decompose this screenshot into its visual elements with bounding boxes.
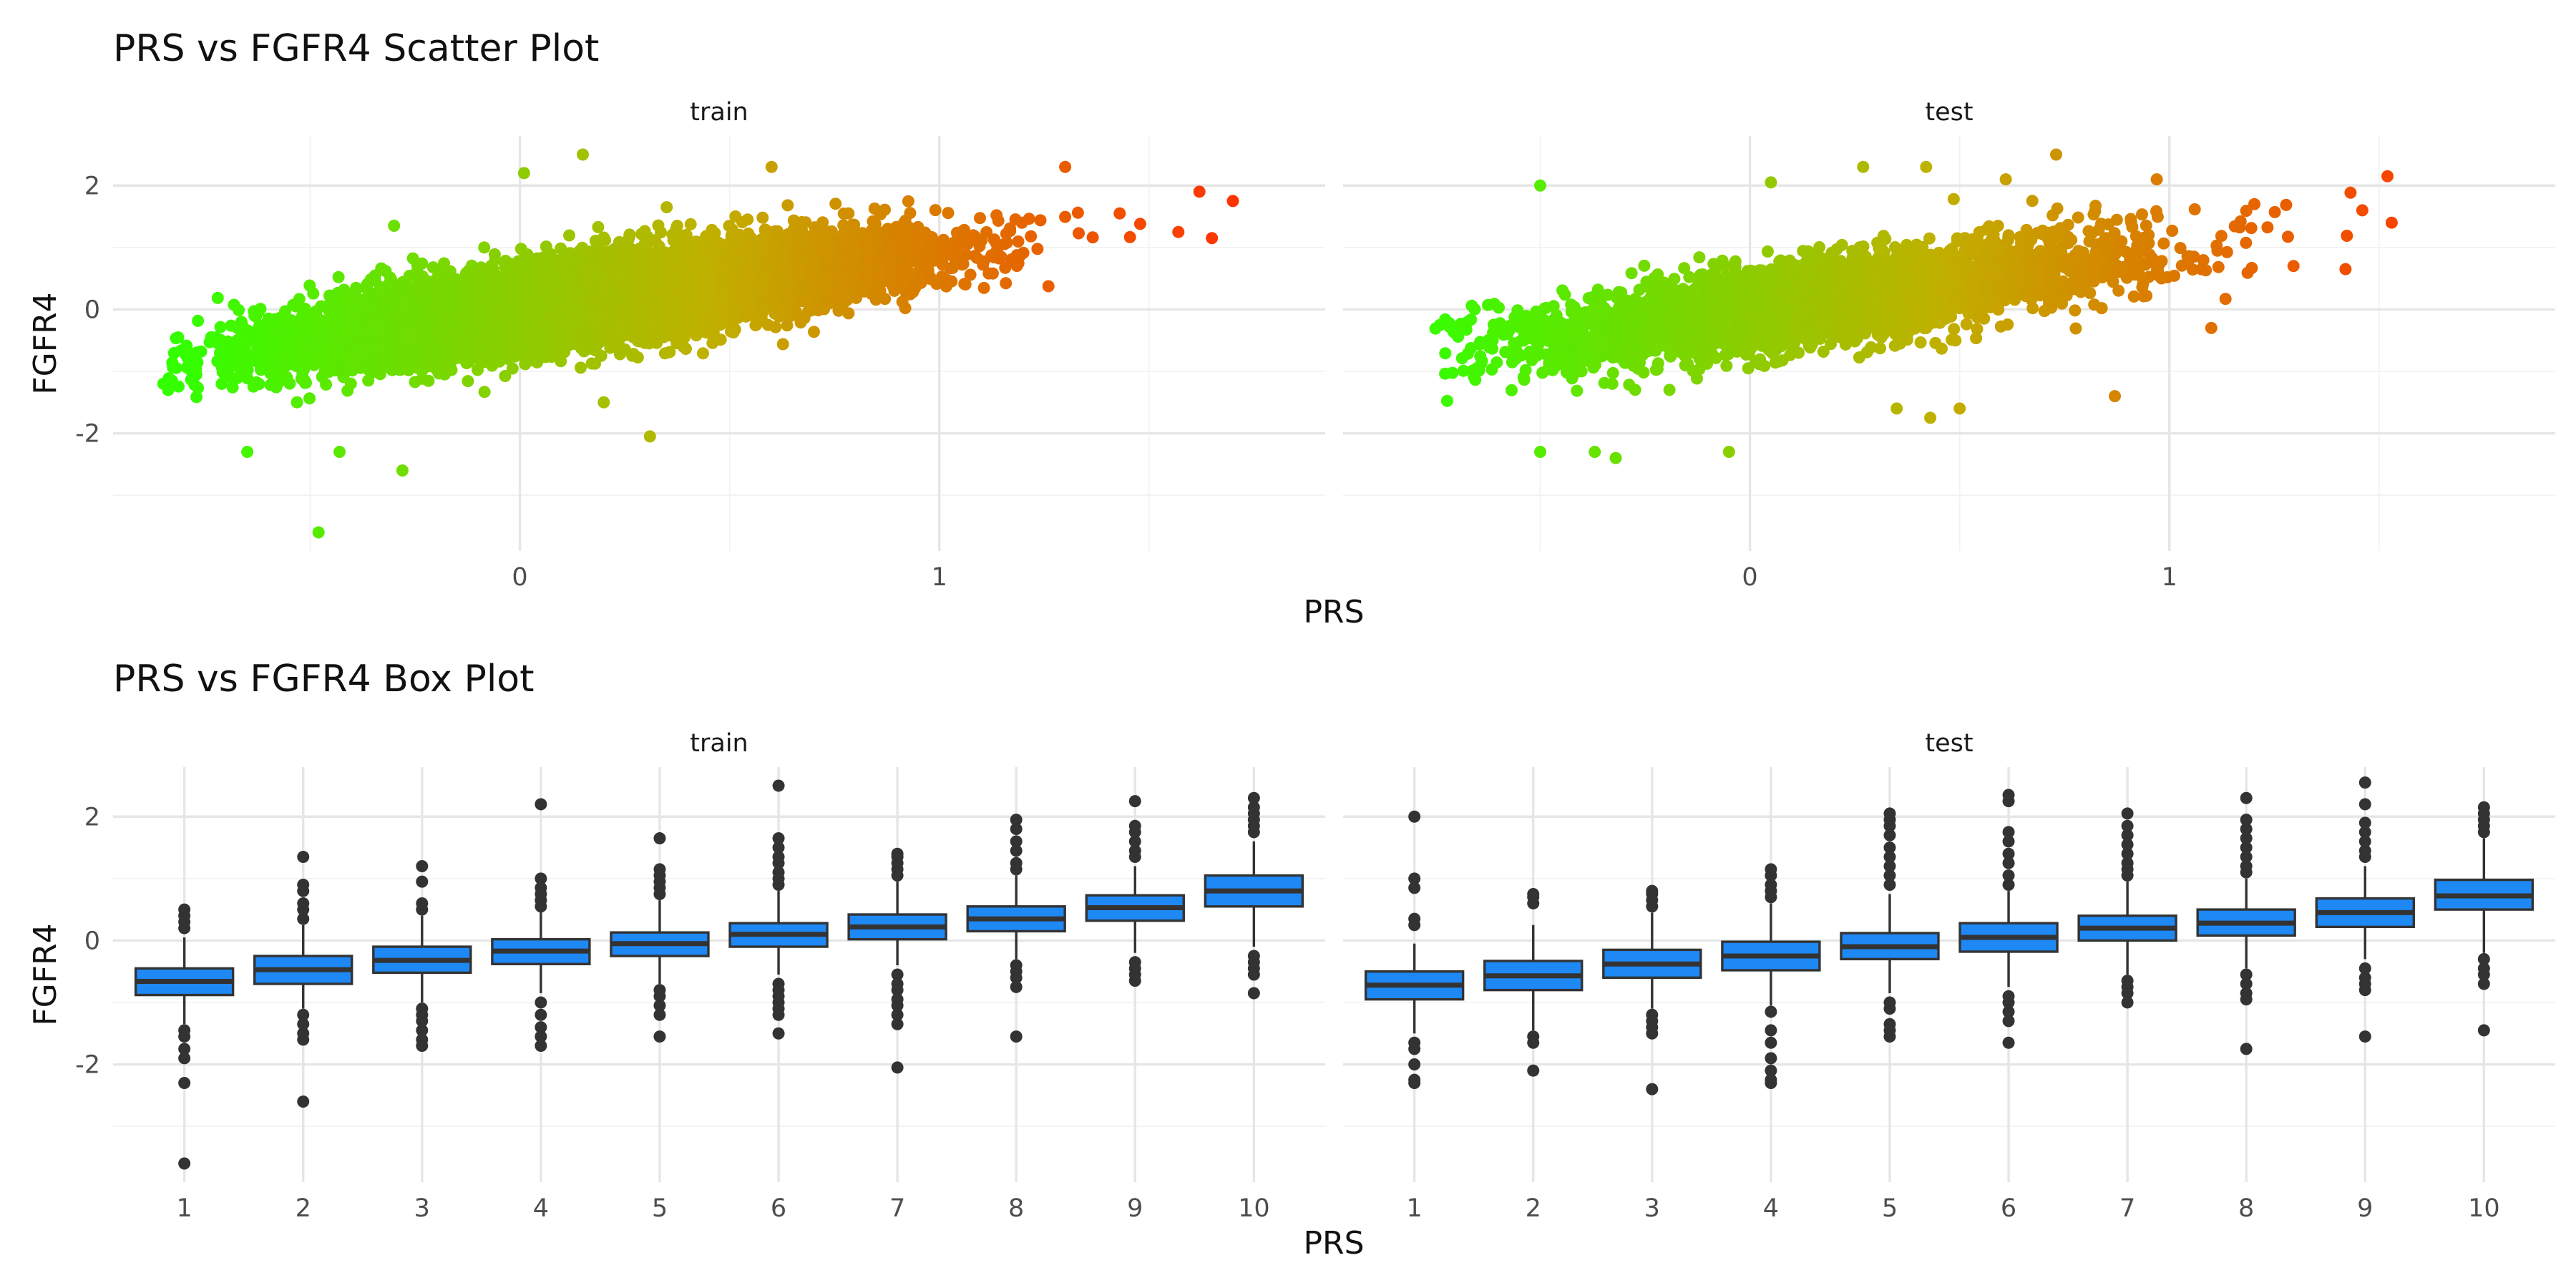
- y-tick-label: -2: [75, 420, 100, 449]
- y-tick-label: 0: [84, 296, 100, 324]
- scatter-point: [829, 197, 842, 210]
- scatter-point: [977, 281, 990, 294]
- scatter-point: [990, 209, 1003, 222]
- x-tick-label: 1: [932, 563, 947, 592]
- x-tick-label: 0: [512, 563, 527, 592]
- scatter-point: [1073, 227, 1085, 240]
- scatter-point: [1034, 214, 1047, 227]
- scatter-point: [478, 386, 491, 399]
- scatter-point: [697, 347, 709, 360]
- scatter-point: [1123, 230, 1136, 243]
- scatter-point: [756, 211, 769, 224]
- scatter-point: [1012, 235, 1025, 248]
- scatter-point: [215, 377, 228, 390]
- scatter-point: [842, 207, 855, 220]
- scatter-point: [462, 375, 474, 388]
- scatter-point: [1042, 280, 1055, 293]
- y-tick-label: 2: [84, 172, 100, 200]
- scatter-point: [332, 270, 345, 283]
- scatter-point: [1031, 243, 1044, 255]
- scatter-point: [842, 307, 855, 320]
- scatter-point: [1000, 277, 1013, 290]
- scatter-point: [170, 332, 182, 345]
- scatter-strip-train: train: [690, 98, 748, 127]
- scatter-panel-train: 0 1 -2 0 2: [75, 136, 1325, 592]
- scatter-strip-test: test: [1925, 98, 1973, 127]
- scatter-point: [506, 362, 519, 375]
- scatter-point: [563, 229, 575, 242]
- scatter-point: [1059, 210, 1072, 223]
- scatter-point: [940, 280, 952, 293]
- scatter-point: [1071, 206, 1084, 219]
- scatter-point: [781, 319, 794, 332]
- scatter-point: [190, 391, 203, 404]
- scatter-point: [781, 199, 794, 212]
- scatter-point: [942, 207, 955, 220]
- scatter-point: [902, 195, 914, 208]
- scatter-point: [499, 370, 512, 382]
- scatter-point: [808, 326, 820, 338]
- scatter-plot-title: PRS vs FGFR4 Scatter Plot: [113, 27, 599, 70]
- scatter-point: [303, 392, 316, 405]
- scatter-point: [652, 219, 665, 232]
- scatter-point: [769, 321, 782, 333]
- scatter-point: [1025, 230, 1038, 243]
- scatter-point: [303, 279, 316, 292]
